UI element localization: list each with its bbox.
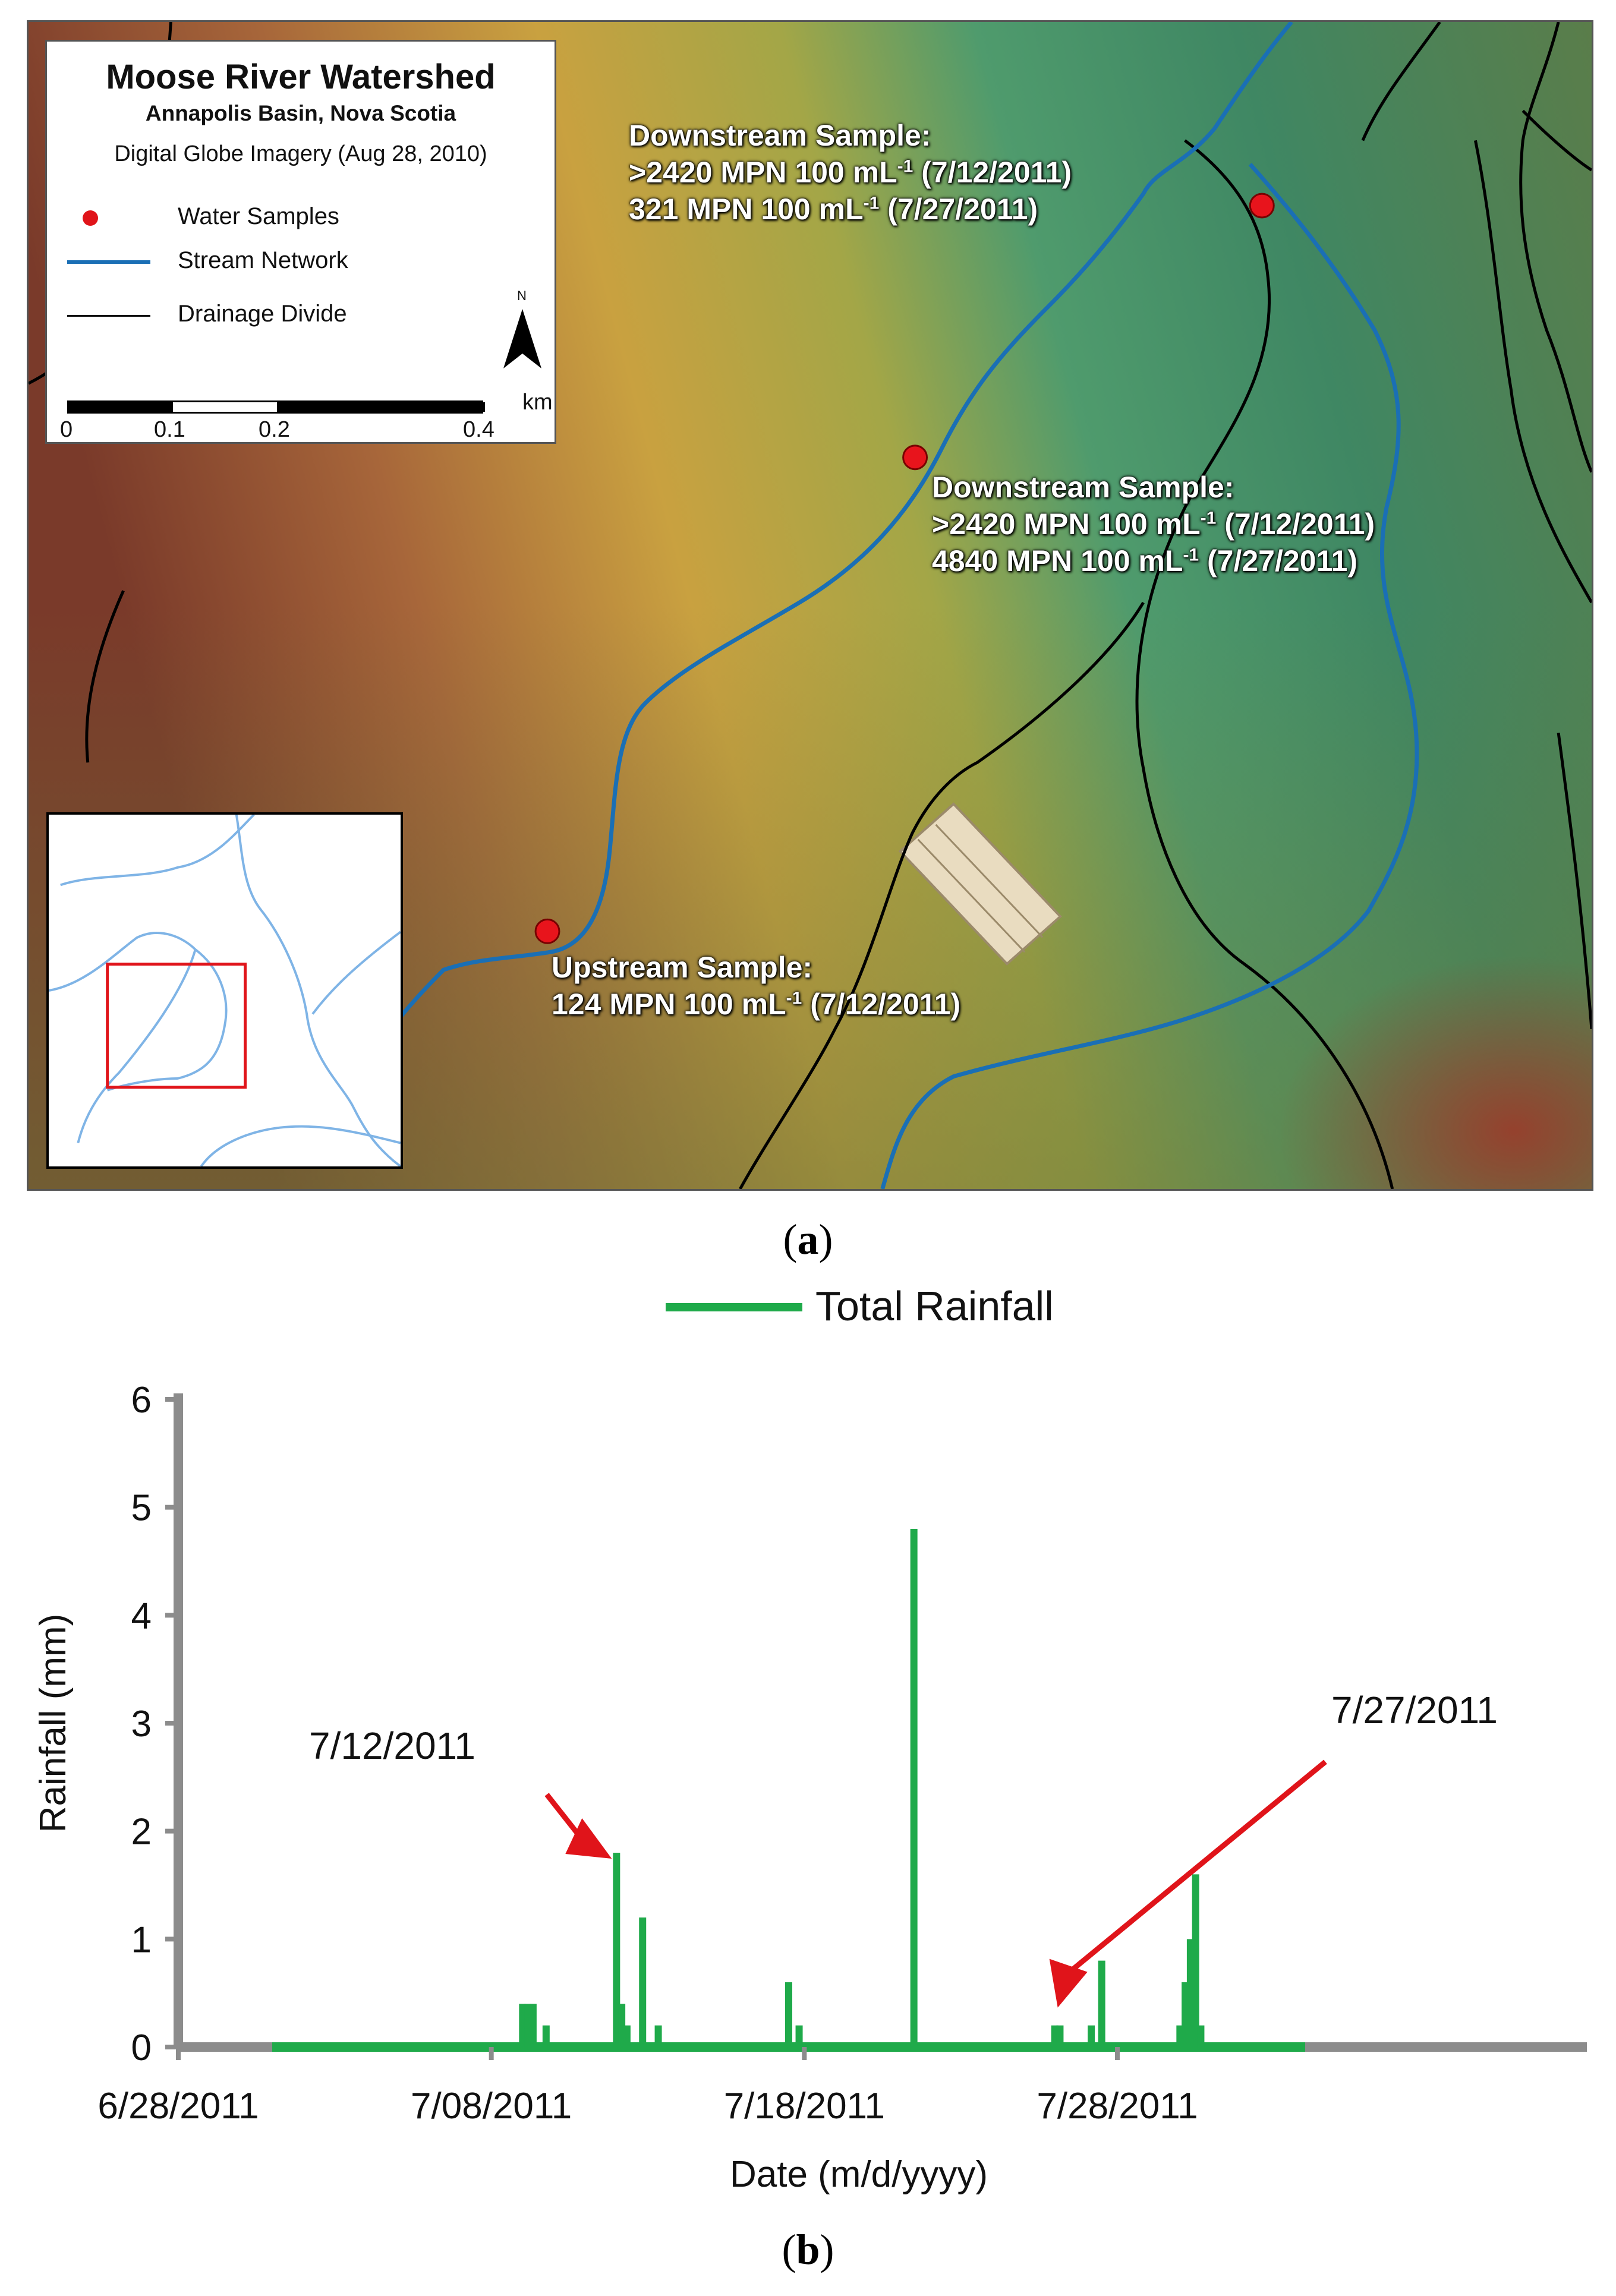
x-tick-label: 7/18/2011 <box>724 2086 885 2127</box>
y-tick-label: 5 <box>131 1488 152 1529</box>
inset-streams <box>49 815 401 1166</box>
y-tick-label: 3 <box>131 1704 152 1745</box>
legend-item-drainage-divide: Drainage Divide <box>178 301 347 327</box>
x-axis-label: Date (m/d/yyyy) <box>730 2154 988 2195</box>
annotation-date: (7/27/2011) <box>1199 544 1357 578</box>
x-tick-label: 7/28/2011 <box>1037 2086 1198 2127</box>
annotation-value: 124 MPN 100 mL <box>552 988 786 1021</box>
x-tick-label: 7/08/2011 <box>411 2086 572 2127</box>
annotation-exponent: -1 <box>786 988 802 1008</box>
y-tick-label: 1 <box>131 1919 152 1960</box>
annotation-value: 321 MPN 100 mL <box>629 193 864 226</box>
scale-unit: km <box>522 390 553 415</box>
legend-subtitle: Annapolis Basin, Nova Scotia <box>145 101 456 125</box>
annotation-value: 4840 MPN 100 mL <box>932 544 1183 578</box>
y-tick-label: 0 <box>131 2027 152 2068</box>
annotation-exponent: -1 <box>1200 508 1217 528</box>
legend-imagery-source: Digital Globe Imagery (Aug 28, 2010) <box>114 141 487 166</box>
arrowhead-7-27 <box>1049 1958 1088 2008</box>
y-tick-label: 6 <box>131 1380 152 1421</box>
annotation-title: Upstream Sample: <box>552 951 813 984</box>
panel-label-b: (b) <box>782 2226 834 2273</box>
map-legend: Moose River Watershed Annapolis Basin, N… <box>45 40 556 444</box>
panel-label-a: (a) <box>783 1216 833 1263</box>
scale-tick-0.4: 0.4 <box>463 417 494 442</box>
annotation-arrow-7-27 <box>1067 1759 1327 1975</box>
x-tick-labels: 6/28/2011 7/08/2011 7/18/2011 7/28/2011 <box>97 2086 1198 2127</box>
watershed-map: Moose River Watershed Annapolis Basin, N… <box>27 20 1593 1191</box>
legend-label-total-rainfall: Total Rainfall <box>815 1283 1054 1329</box>
annotation-date: (7/12/2011) <box>913 156 1072 189</box>
water-sample-dot-icon <box>83 210 98 226</box>
x-tick-label: 6/28/2011 <box>97 2086 259 2127</box>
annotation-title: Downstream Sample: <box>629 119 931 152</box>
annotation-label-7-27: 7/27/2011 <box>1331 1689 1498 1732</box>
legend-title: Moose River Watershed <box>106 58 496 96</box>
inset-locator-map <box>46 812 403 1169</box>
chart-annotations: 7/12/2011 7/27/2011 <box>309 1689 1498 2008</box>
annotation-value: >2420 MPN 100 mL <box>932 507 1201 541</box>
annotation-exponent: -1 <box>1183 545 1199 565</box>
annotation-title: Downstream Sample: <box>932 471 1234 504</box>
annotation-exponent: -1 <box>897 156 913 176</box>
y-tick-label: 2 <box>131 1812 152 1853</box>
north-arrow-icon <box>503 309 541 368</box>
y-axis-label: Rainfall (mm) <box>33 1614 74 1833</box>
annotation-exponent: -1 <box>863 193 880 213</box>
rainfall-bars <box>519 1529 1205 2047</box>
y-tick-labels: 0 1 2 3 4 5 6 <box>131 1380 152 2068</box>
divide-line-icon <box>67 315 150 317</box>
y-tick-label: 4 <box>131 1595 152 1636</box>
stream-network-lines <box>358 22 1419 1189</box>
legend-item-water-samples: Water Samples <box>178 203 339 229</box>
scale-tick-0.1: 0.1 <box>154 417 185 442</box>
sample-dot-upstream[interactable] <box>534 918 560 944</box>
inset-extent-box <box>106 963 247 1089</box>
sample-dot-downstream-2[interactable] <box>902 444 928 471</box>
legend-item-stream-network: Stream Network <box>178 247 348 273</box>
annotation-upstream: Upstream Sample: 124 MPN 100 mL-1 (7/12/… <box>552 949 960 1023</box>
scale-tick-0.2: 0.2 <box>259 417 290 442</box>
annotation-date: (7/27/2011) <box>879 193 1038 226</box>
scale-tick-0: 0 <box>60 417 73 442</box>
annotation-label-7-12: 7/12/2011 <box>309 1724 475 1767</box>
north-label: N <box>517 288 527 303</box>
chart-legend: Total Rainfall <box>666 1283 1054 1329</box>
arrowhead-7-12 <box>565 1818 612 1859</box>
sample-dot-downstream-1[interactable] <box>1249 193 1275 219</box>
annotation-value: >2420 MPN 100 mL <box>629 156 897 189</box>
annotation-downstream-2: Downstream Sample: >2420 MPN 100 mL-1 (7… <box>932 469 1375 579</box>
stream-line-icon <box>67 260 150 264</box>
barn-buildings <box>898 802 1062 966</box>
annotation-date: (7/12/2011) <box>1216 507 1375 541</box>
annotation-date: (7/12/2011) <box>802 988 961 1021</box>
annotation-downstream-1: Downstream Sample: >2420 MPN 100 mL-1 (7… <box>629 117 1072 228</box>
rainfall-chart: Total Rainfall 0 1 2 3 4 5 6 6/28/2011 7/08/201… <box>33 1283 1587 2195</box>
scale-bar <box>67 400 485 414</box>
